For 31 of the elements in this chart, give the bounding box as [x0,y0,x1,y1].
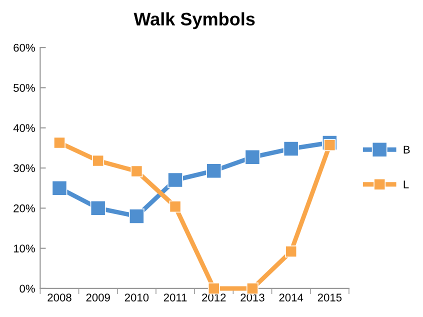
y-tick-label: 10% [14,244,35,252]
x-tick-label: 2011 [164,294,187,302]
point [208,282,220,294]
legend-label: B [404,146,410,154]
point [90,200,106,216]
point [285,246,298,258]
y-tick-label: 40% [13,124,35,132]
x-tick-label: 2008 [48,294,72,302]
point [130,165,143,178]
y-tick-label: 30% [14,164,35,172]
chart-title: Walk Symbols [134,12,255,30]
legend-label: L [404,180,409,188]
point [246,282,258,294]
point [324,139,336,152]
y-tick-label: 20% [14,204,35,212]
y-tick-label: 0% [20,284,35,293]
x-tick-label: 2015 [318,294,342,302]
x-tick-label: 2010 [124,294,149,302]
x-tick-label: 2014 [279,294,304,302]
point [169,200,182,213]
y-tick-label: 60% [14,44,35,52]
point [168,172,183,188]
point [92,154,104,167]
point [128,208,144,224]
y-tick-label: 50% [14,84,35,92]
point [54,136,66,149]
point [283,141,299,156]
x-tick-label: 2009 [86,294,110,302]
point [52,180,68,196]
point [244,149,260,165]
point [206,163,222,179]
